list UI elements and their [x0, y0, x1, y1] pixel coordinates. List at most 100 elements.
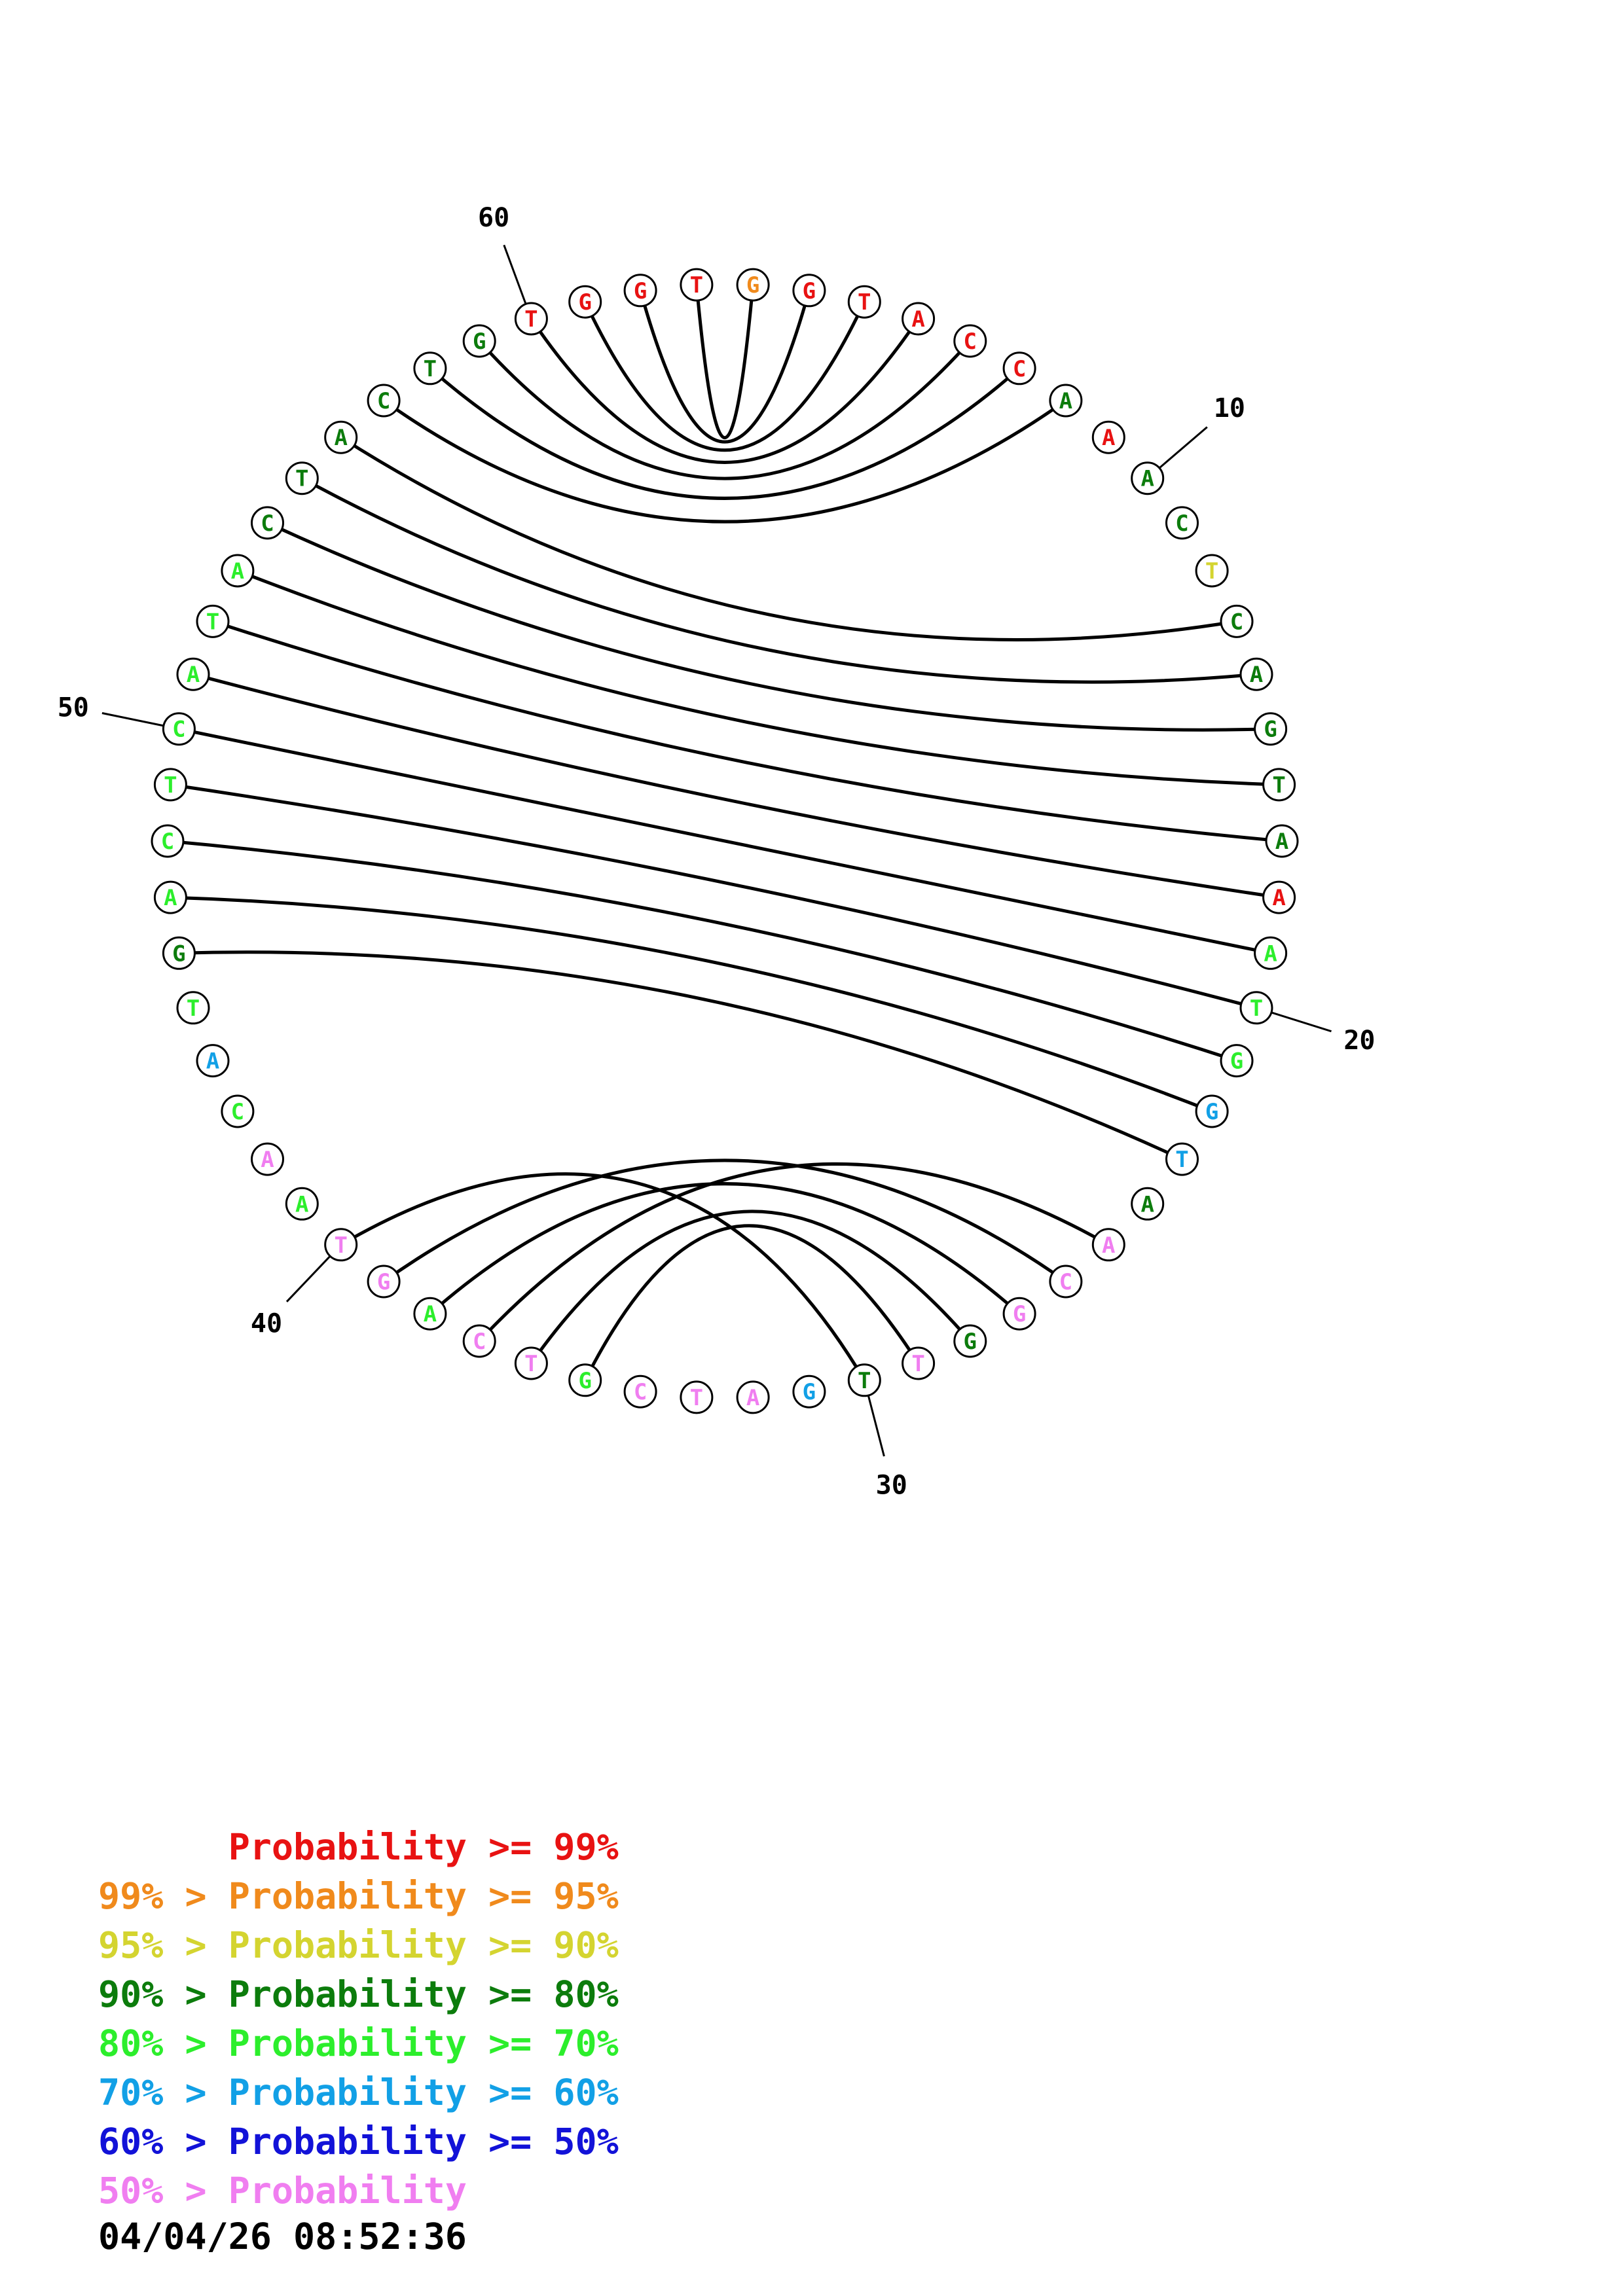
nucleotide-letter: T: [858, 1368, 871, 1394]
position-tick: [101, 712, 164, 727]
nucleotide-node: A: [1131, 1187, 1165, 1221]
nucleotide-node: A: [1091, 420, 1125, 454]
nucleotide-node: G: [568, 285, 602, 319]
pair-arc: [236, 569, 1279, 787]
nucleotide-circle: [162, 712, 196, 746]
nucleotide-node: C: [462, 1324, 496, 1358]
nucleotide-node: A: [1254, 936, 1288, 970]
nucleotide-node: A: [1049, 384, 1083, 418]
nucleotide-node: T: [680, 268, 714, 302]
nucleotide-node: C: [251, 506, 284, 540]
pair-arc: [212, 620, 1283, 843]
nucleotide-circle: [568, 1363, 602, 1397]
nucleotide-circle: [792, 1374, 826, 1408]
nucleotide-letter: C: [1059, 1269, 1072, 1295]
nucleotide-letter: A: [1275, 829, 1288, 855]
nucleotide-circle: [462, 324, 496, 358]
nucleotide-node: T: [196, 604, 230, 638]
nucleotide-node: G: [568, 1363, 602, 1397]
pair-arc: [179, 950, 1183, 1161]
nucleotide-letter: C: [231, 1099, 244, 1125]
nucleotide-letter: A: [231, 558, 244, 584]
nucleotide-node: C: [162, 712, 196, 746]
nucleotide-circle: [953, 1324, 987, 1358]
nucleotide-circle: [1265, 824, 1299, 858]
nucleotide-nodes: G G TACCAAACTCAGTAAATGGTAACGGTTGATCGTCAGTA…: [151, 268, 1299, 1414]
position-label: 30: [876, 1471, 907, 1501]
nucleotide-circle: [1239, 657, 1273, 691]
nucleotide-circle: [1049, 384, 1083, 418]
nucleotide-letter: C: [1175, 511, 1188, 537]
nucleotide-letter: G: [803, 1379, 816, 1405]
nucleotide-node: C: [1002, 351, 1036, 386]
nucleotide-circle: [324, 420, 358, 454]
nucleotide-node: T: [1165, 1142, 1199, 1176]
nucleotide-node: T: [680, 1380, 714, 1414]
pair-arc: [530, 1210, 972, 1365]
legend-prefix: 60% >: [98, 2121, 228, 2162]
position-tick: [867, 1395, 885, 1457]
position-tick: [503, 244, 527, 305]
nucleotide-circle: [1254, 936, 1288, 970]
nucleotide-node: C: [623, 1374, 657, 1408]
legend-prefix: 80% >: [98, 2022, 228, 2064]
nucleotide-node: T: [847, 1363, 881, 1397]
nucleotide-letter: A: [334, 425, 347, 451]
nucleotide-node: C: [1220, 604, 1254, 638]
nucleotide-circle: [1131, 1187, 1165, 1221]
nucleotide-letter: A: [911, 306, 924, 332]
nucleotide-letter: T: [524, 306, 538, 332]
nucleotide-node: C: [221, 1094, 255, 1128]
nucleotide-node: T: [1239, 991, 1273, 1025]
nucleotide-letter: A: [206, 1049, 219, 1075]
legend-text: Probability >= 70%: [228, 2022, 619, 2064]
nucleotide-node: T: [514, 1346, 548, 1380]
legend-prefix: 95% >: [98, 1924, 228, 1966]
legend-prefix: 90% >: [98, 1973, 228, 2015]
nucleotide-letter: T: [424, 356, 437, 382]
pair-arc: [478, 1162, 1110, 1342]
nucleotide-letter: G: [578, 1368, 591, 1394]
pair-arc: [340, 436, 1237, 641]
pair-arc: [429, 1182, 1021, 1316]
nucleotide-letter: T: [1272, 772, 1285, 798]
legend-row: 60% > Probability >= 50%: [98, 2117, 619, 2166]
nucleotide-letter: T: [295, 466, 308, 492]
nucleotide-node: T: [153, 768, 187, 802]
nucleotide-circle: [736, 1380, 770, 1414]
nucleotide-node: C: [1049, 1265, 1083, 1299]
position-label: 60: [478, 203, 509, 233]
legend-row: 50% > Probability: [98, 2166, 619, 2215]
nucleotide-circle: [623, 274, 657, 308]
nucleotide-node: T: [324, 1228, 358, 1262]
nucleotide-node: A: [251, 1142, 284, 1176]
position-tick: [1271, 1011, 1332, 1033]
nucleotide-circle: [953, 324, 987, 358]
nucleotide-circle: [1002, 1297, 1036, 1331]
nucleotide-circle: [680, 268, 714, 302]
nucleotide-circle: [1220, 604, 1254, 638]
nucleotide-node: A: [902, 302, 936, 336]
legend-prefix: 50% >: [98, 2170, 228, 2212]
nucleotide-circle: [221, 554, 255, 588]
pair-arc: [478, 340, 972, 480]
nucleotide-node: G: [1254, 712, 1288, 746]
nucleotide-circle: [151, 824, 185, 858]
legend-row: 80% > Probability >= 70%: [98, 2019, 619, 2068]
pair-arc: [695, 284, 755, 440]
nucleotide-circle: [1131, 461, 1165, 495]
nucleotide-node: G: [736, 268, 770, 302]
nucleotide-letter: G: [1230, 1049, 1243, 1075]
nucleotide-node: C: [953, 324, 987, 358]
nucleotide-node: T: [1262, 768, 1296, 802]
nucleotide-node: C: [151, 824, 185, 858]
nucleotide-node: A: [1239, 657, 1273, 691]
nucleotide-circle: [514, 302, 548, 336]
nucleotide-circle: [680, 1380, 714, 1414]
nucleotide-circle: [462, 1324, 496, 1358]
legend-text: Probability >= 99%: [228, 1826, 619, 1868]
legend-text: Probability >= 80%: [228, 1973, 619, 2015]
legend-text: Probability >= 50%: [228, 2121, 619, 2162]
nucleotide-node: T: [902, 1346, 936, 1380]
